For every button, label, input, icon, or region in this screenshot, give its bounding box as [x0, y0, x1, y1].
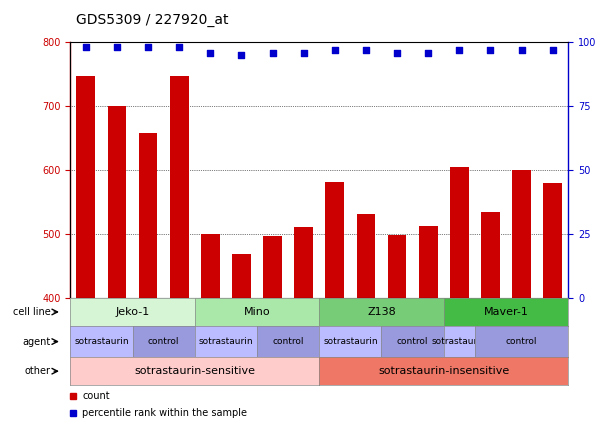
Text: Jeko-1: Jeko-1 — [115, 307, 150, 317]
Point — [517, 47, 527, 53]
Point — [548, 47, 558, 53]
Text: control: control — [506, 337, 537, 346]
Text: count: count — [82, 391, 110, 401]
Bar — [295, 227, 313, 298]
Text: sotrastaurin: sotrastaurin — [74, 337, 129, 346]
Point — [236, 52, 246, 58]
Bar — [139, 133, 158, 298]
Text: cell line: cell line — [13, 307, 51, 317]
Text: sotrastaurin: sotrastaurin — [323, 337, 378, 346]
Point — [486, 47, 496, 53]
Text: control: control — [273, 337, 304, 346]
Text: sotrastaurin-sensitive: sotrastaurin-sensitive — [134, 366, 255, 376]
Bar — [419, 226, 437, 298]
Bar — [201, 234, 220, 298]
Point — [455, 47, 464, 53]
Bar — [357, 214, 375, 298]
Bar — [170, 76, 189, 298]
Text: Mino: Mino — [244, 307, 270, 317]
Point — [174, 44, 184, 51]
Bar — [232, 254, 251, 298]
Bar — [481, 212, 500, 298]
Bar — [450, 167, 469, 298]
Text: other: other — [24, 366, 51, 376]
Point — [81, 44, 90, 51]
Point — [205, 49, 215, 56]
Text: GDS5309 / 227920_at: GDS5309 / 227920_at — [76, 13, 229, 27]
Point — [361, 47, 371, 53]
Text: sotrastaurin: sotrastaurin — [432, 337, 486, 346]
Bar — [543, 183, 562, 298]
Point — [143, 44, 153, 51]
Point — [112, 44, 122, 51]
Point — [268, 49, 277, 56]
Bar — [263, 236, 282, 298]
Point — [299, 49, 309, 56]
Point — [392, 49, 402, 56]
Point — [423, 49, 433, 56]
Text: Maver-1: Maver-1 — [483, 307, 529, 317]
Text: agent: agent — [23, 337, 51, 346]
Bar — [512, 170, 531, 298]
Text: sotrastaurin: sotrastaurin — [199, 337, 253, 346]
Text: percentile rank within the sample: percentile rank within the sample — [82, 409, 247, 418]
Bar — [388, 235, 406, 298]
Bar — [108, 106, 126, 298]
Text: control: control — [397, 337, 428, 346]
Text: Z138: Z138 — [367, 307, 396, 317]
Bar — [76, 76, 95, 298]
Bar — [326, 182, 344, 298]
Text: control: control — [148, 337, 180, 346]
Point — [330, 47, 340, 53]
Text: sotrastaurin-insensitive: sotrastaurin-insensitive — [378, 366, 510, 376]
